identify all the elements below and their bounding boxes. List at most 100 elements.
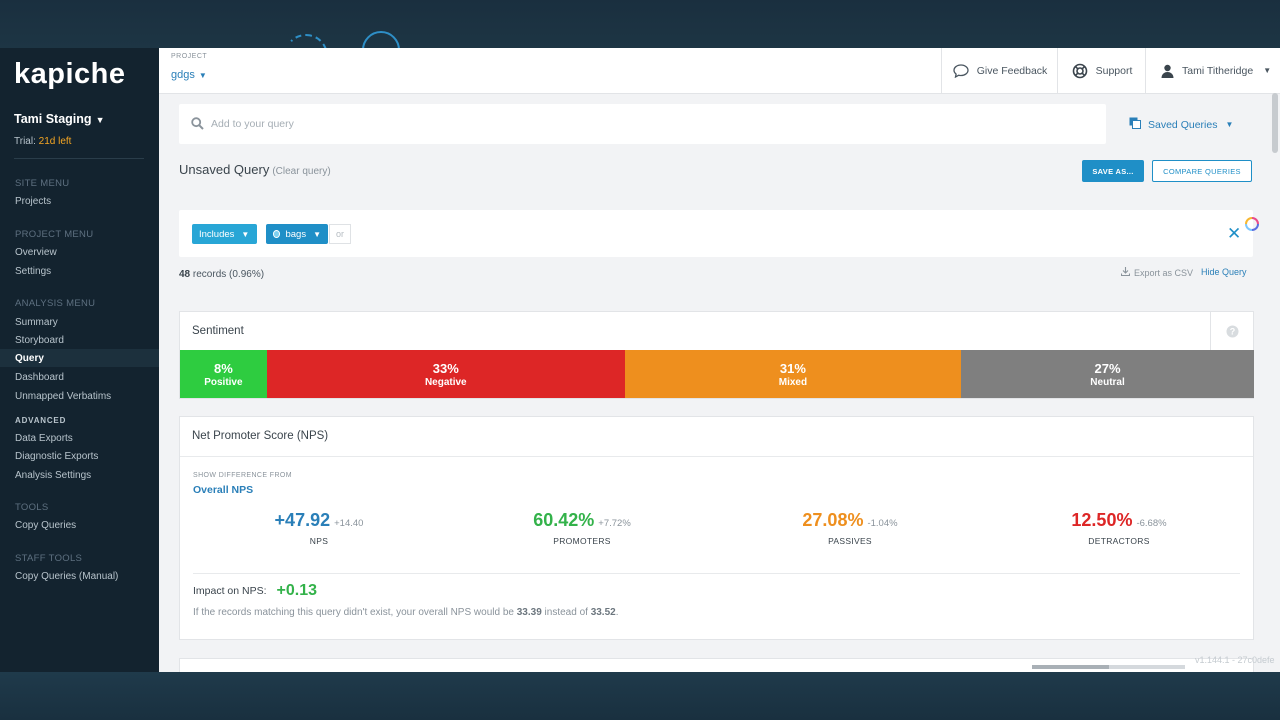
includes-label: Includes: [199, 228, 235, 240]
trial-days: 21d left: [38, 136, 72, 147]
lifebuoy-icon: [1072, 63, 1088, 79]
chat-bubble-icon: [953, 63, 969, 78]
explain-text: .: [615, 607, 619, 618]
close-icon[interactable]: ✕: [1227, 224, 1242, 243]
sentiment-segment-negative[interactable]: 33% Negative: [266, 350, 625, 398]
sidebar-item-copy-queries-manual[interactable]: Copy Queries (Manual): [15, 571, 119, 582]
user-name: Tami Titheridge: [1182, 64, 1254, 77]
sentiment-percent: 33%: [432, 360, 459, 376]
sentiment-label: Negative: [424, 376, 467, 388]
search-placeholder: Add to your query: [211, 118, 294, 130]
version-label: v1.144.1 - 27c0defe: [1195, 655, 1275, 665]
tab-switcher[interactable]: [1032, 665, 1185, 672]
nps-card: Net Promoter Score (NPS) SHOW DIFFERENCE…: [179, 416, 1254, 640]
top-bar: PROJECT gdgs ▼ Give Feedback Support Tami…: [159, 48, 1280, 94]
export-csv-link[interactable]: Export as CSV: [1120, 267, 1193, 278]
caret-down-icon: ▼: [95, 115, 105, 125]
chevron-down-icon: ▼: [313, 229, 321, 239]
help-icon[interactable]: ?: [1210, 312, 1254, 350]
caret-down-icon: ▼: [1263, 66, 1272, 75]
impact-explanation: If the records matching this query didn'…: [193, 607, 619, 618]
passives-delta: -1.04%: [867, 518, 898, 529]
sidebar-item-analysis-settings[interactable]: Analysis Settings: [15, 470, 92, 481]
saved-queries-label: Saved Queries: [1148, 118, 1218, 131]
download-icon: [1120, 267, 1131, 278]
user-icon: [1161, 64, 1174, 78]
records-text: records (0.96%): [192, 269, 265, 280]
sentiment-title: Sentiment: [192, 325, 244, 337]
sentiment-segment-mixed[interactable]: 31% Mixed: [624, 350, 962, 398]
sentiment-card: Sentiment ? 8% Positive 33% Negative 31% Mixe…: [179, 311, 1254, 399]
detractors-label: DETRACTORS: [1088, 536, 1150, 546]
kapiche-logo[interactable]: kapiche: [14, 58, 126, 91]
show-diff-label: SHOW DIFFERENCE FROM: [193, 472, 292, 479]
sentiment-percent: 31%: [779, 360, 806, 376]
saved-queries-dropdown[interactable]: Saved Queries ▼: [1129, 117, 1233, 132]
impact-value: +0.13: [276, 582, 318, 599]
records-count: 48 records (0.96%): [179, 269, 264, 280]
give-feedback-button[interactable]: Give Feedback: [941, 48, 1058, 93]
support-label: Support: [1095, 64, 1133, 77]
explain-text: If the records matching this query didn'…: [193, 607, 517, 618]
compare-queries-button[interactable]: COMPARE QUERIES: [1152, 160, 1252, 182]
sidebar-item-settings[interactable]: Settings: [15, 266, 52, 277]
promoters-delta: +7.72%: [598, 518, 631, 529]
scrollbar[interactable]: [1272, 93, 1278, 153]
impact-label: Impact on NPS:: [193, 585, 267, 597]
save-as-button[interactable]: SAVE AS...: [1082, 160, 1144, 182]
account-name: Tami Staging: [14, 112, 92, 126]
background-bottom: [0, 672, 1280, 720]
project-label: PROJECT: [171, 53, 208, 60]
sidebar-item-copy-queries[interactable]: Copy Queries: [15, 520, 77, 531]
menu-heading-site: SITE MENU: [15, 178, 70, 189]
detractors-value: 12.50%: [1071, 510, 1133, 530]
show-diff-selector[interactable]: Overall NPS: [193, 484, 254, 496]
sidebar-divider: [14, 158, 144, 159]
sidebar-item-overview[interactable]: Overview: [15, 247, 57, 258]
nps-metric: +47.92 +14.40 NPS: [219, 510, 419, 546]
sidebar-item-dashboard[interactable]: Dashboard: [15, 372, 64, 383]
sidebar-item-projects[interactable]: Projects: [15, 196, 52, 207]
query-title-text: Unsaved Query: [179, 162, 270, 177]
sidebar-item-data-exports[interactable]: Data Exports: [15, 433, 73, 444]
search-icon: [191, 117, 204, 135]
tab-active-indicator: [1032, 665, 1109, 669]
sentiment-segment-positive[interactable]: 8% Positive: [180, 350, 267, 398]
user-menu[interactable]: Tami Titheridge ▼: [1145, 48, 1280, 93]
trial-label: Trial:: [14, 136, 39, 147]
term-chip[interactable]: bags ▼: [266, 224, 328, 244]
query-search[interactable]: Add to your query: [179, 104, 1106, 144]
menu-heading-advanced: ADVANCED: [15, 416, 67, 425]
includes-dropdown[interactable]: Includes ▼: [192, 224, 257, 244]
detractors-metric: 12.50% -6.68% DETRACTORS: [1019, 510, 1219, 546]
nps-value: +47.92: [274, 510, 331, 530]
hide-query-link[interactable]: Hide Query: [1201, 267, 1247, 277]
sentiment-label: Neutral: [1090, 376, 1125, 388]
sentiment-segment-neutral[interactable]: 27% Neutral: [961, 350, 1254, 398]
support-button[interactable]: Support: [1057, 48, 1146, 93]
caret-down-icon: ▼: [1225, 120, 1234, 129]
project-selector[interactable]: gdgs ▼: [171, 69, 207, 81]
sentiment-label: Positive: [204, 376, 243, 388]
loader-icon[interactable]: [1245, 217, 1259, 231]
passives-label: PASSIVES: [828, 536, 872, 546]
sentiment-label: Mixed: [778, 376, 808, 388]
sidebar-item-query[interactable]: Query: [15, 353, 44, 364]
nps-title: Net Promoter Score (NPS): [192, 430, 329, 442]
query-title: Unsaved Query (Clear query): [179, 162, 331, 177]
saved-queries-icon: [1129, 117, 1141, 132]
menu-heading-tools: TOOLS: [15, 502, 49, 513]
account-switcher[interactable]: Tami Staging ▼: [14, 112, 104, 126]
records-number: 48: [179, 269, 191, 280]
background-top: [0, 0, 1280, 48]
or-button[interactable]: or: [329, 224, 351, 244]
nps-label: NPS: [309, 536, 329, 546]
sidebar-item-diagnostic-exports[interactable]: Diagnostic Exports: [15, 451, 99, 462]
promoters-value: 60.42%: [533, 510, 595, 530]
sidebar-item-unmapped-verbatims[interactable]: Unmapped Verbatims: [15, 391, 112, 402]
svg-text:?: ?: [1230, 326, 1236, 336]
sidebar-item-storyboard[interactable]: Storyboard: [15, 335, 64, 346]
sidebar-item-summary[interactable]: Summary: [15, 317, 58, 328]
chevron-down-icon: ▼: [241, 229, 250, 239]
clear-query-link[interactable]: (Clear query): [272, 166, 331, 177]
